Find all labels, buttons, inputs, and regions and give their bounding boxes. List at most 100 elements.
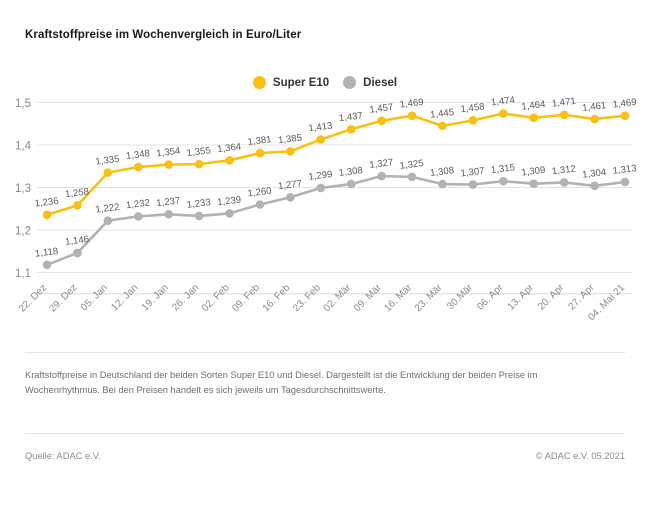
data-point-label: 1,355 [186,145,211,159]
y-tick-label: 1,4 [15,141,32,153]
data-point-marker [133,162,143,172]
data-point-label: 1,308 [430,165,455,179]
data-point-label: 1,385 [277,132,302,146]
gridlines [37,102,632,295]
data-point-marker [225,209,234,218]
x-tick-label: 29. Dez [47,282,79,314]
data-point-marker [529,179,539,188]
data-point-marker [346,179,356,189]
x-tick-label: 22. Dez [17,282,49,314]
data-point-label: 1,464 [521,99,547,113]
data-point-label: 1,327 [369,157,394,171]
circle-marker-icon [343,76,357,89]
data-point-label: 1,457 [369,102,394,116]
data-point-label: 1,146 [65,234,90,248]
x-tick-label: 09. Mär [352,282,384,314]
chart-legend: Super E10 Diesel [0,76,650,89]
x-tick-label: 13. Apr [506,282,537,313]
legend-item-diesel: Diesel [343,76,397,89]
x-tick-label: 06. Apr [475,282,506,313]
data-point-marker [194,211,204,221]
data-point-label: 1,237 [156,195,181,209]
data-point-label: 1,445 [430,107,455,121]
data-point-marker [164,160,173,169]
y-tick-label: 1,5 [15,98,31,110]
data-point-marker [255,200,265,209]
data-point-marker [103,216,113,225]
footer-divider [25,352,625,353]
data-point-label: 1,239 [217,195,242,209]
data-point-label: 1,458 [460,101,485,115]
data-point-marker [255,148,265,158]
x-tick-label: 26. Jan [170,282,201,313]
data-point-label: 1,471 [551,96,576,110]
data-point-label: 1,118 [34,246,58,260]
data-point-label: 1,469 [612,97,637,111]
x-tick-label: 04. Mai 21 [586,282,627,323]
data-point-label: 1,233 [186,197,211,211]
data-point-marker [377,116,386,126]
data-point-marker [164,209,173,219]
data-point-marker [73,248,82,258]
y-tick-label: 1,1 [15,268,31,280]
x-tick-label: 27. Apr [567,282,598,313]
data-point-label: 1,335 [95,154,120,168]
copyright-label: © ADAC e.V. 05.2021 [535,451,625,461]
page-title: Kraftstoffpreise im Wochenvergleich in E… [25,29,302,41]
x-tick-label: 16. Feb [261,282,293,314]
x-tick-label: 09. Feb [230,282,262,314]
data-point-marker [438,179,447,189]
data-point-label: 1,309 [521,165,546,179]
x-tick-label: 02. Feb [200,282,232,314]
data-point-marker [42,210,52,219]
footer-note: Kraftstoffpreise in Deutschland der beid… [25,370,538,395]
legend-label: Diesel [363,76,398,89]
x-tick-label: 23. Mär [413,282,445,314]
data-point-labels: 1,236 1,258 1,335 1,348 1,354 1,355 1,364 1,381… [34,95,637,260]
legend-label: Super E10 [272,76,330,89]
y-tick-label: 1,2 [15,226,31,238]
data-point-label: 1,354 [156,146,182,160]
series-line-super-e10 [45,112,627,216]
data-point-marker [620,111,630,120]
data-point-label: 1,313 [612,163,637,177]
data-point-label: 1,222 [95,202,120,216]
data-point-marker [103,168,113,177]
data-point-marker [225,156,234,165]
data-point-label: 1,260 [247,186,272,200]
data-point-label: 1,413 [308,121,333,135]
data-point-marker [346,124,356,134]
y-axis-tick-labels: 1,1 1,2 1,3 1,4 1,5 [15,98,32,280]
data-point-label: 1,325 [399,158,424,172]
data-point-label: 1,232 [125,197,150,211]
data-point-marker [590,181,599,191]
data-point-label: 1,381 [247,134,272,148]
data-point-marker [407,172,417,182]
data-point-label: 1,299 [308,169,333,183]
data-point-label: 1,307 [460,166,485,180]
circle-marker-icon [252,76,266,89]
data-series-layer [42,109,630,270]
data-point-marker [468,116,478,125]
data-point-marker [407,111,417,120]
data-point-marker [316,135,326,144]
data-point-label: 1,461 [582,100,607,114]
data-point-label: 1,312 [551,163,576,177]
data-point-marker [316,183,326,193]
data-point-marker [42,260,52,270]
series-line-diesel [45,174,627,267]
legend-item-super-e10: Super E10 [252,76,330,89]
data-point-marker [559,110,569,120]
data-point-label: 1,315 [490,162,515,176]
data-point-label: 1,348 [125,148,150,162]
data-point-marker [73,201,82,210]
x-tick-label: 05. Jan [79,282,110,313]
data-point-marker [620,177,630,187]
x-tick-label: 20. Apr [536,282,567,313]
data-point-marker [438,121,447,131]
y-tick-label: 1,3 [15,183,31,195]
data-point-marker [499,176,508,186]
data-point-marker [590,114,599,124]
